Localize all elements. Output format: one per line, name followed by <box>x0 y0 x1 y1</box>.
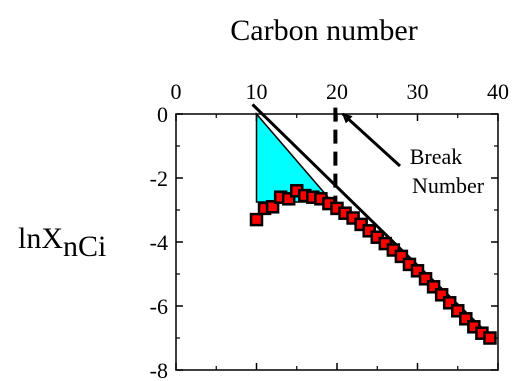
data-point <box>442 296 457 310</box>
y-tick-label: 0 <box>157 102 168 127</box>
x-tick-label: 0 <box>171 79 182 104</box>
annotation-number: Number <box>412 173 485 198</box>
x-tick-label: 10 <box>246 79 268 104</box>
y-tick-label: -6 <box>150 294 168 319</box>
y-axis-title: lnXnCi <box>18 222 106 263</box>
data-point <box>410 264 425 278</box>
y-tick-label: -4 <box>150 230 168 255</box>
y-tick-label: -8 <box>150 358 168 381</box>
data-point <box>434 288 449 302</box>
y-axis-title-sub: nCi <box>63 230 106 263</box>
data-point <box>281 192 296 206</box>
annotation-arrow <box>341 112 402 168</box>
data-point <box>483 331 497 345</box>
x-tick-label: 40 <box>487 79 509 104</box>
y-tick-label: -2 <box>150 166 168 191</box>
ticks-layer: 0 10 20 30 40 0 -2 -4 -6 -8 <box>150 79 509 381</box>
x-axis-title: Carbon number <box>230 14 417 47</box>
y-axis-title-main: lnX <box>18 222 63 255</box>
data-point <box>426 280 441 294</box>
data-point <box>418 272 433 286</box>
x-tick-label: 30 <box>407 79 429 104</box>
data-point <box>394 249 409 264</box>
points-layer <box>249 184 497 345</box>
data-point <box>265 200 280 214</box>
data-point <box>459 312 473 326</box>
annotation-break: Break <box>410 144 463 169</box>
x-tick-label: 20 <box>326 79 348 104</box>
data-point <box>249 212 264 227</box>
data-point <box>451 304 465 318</box>
